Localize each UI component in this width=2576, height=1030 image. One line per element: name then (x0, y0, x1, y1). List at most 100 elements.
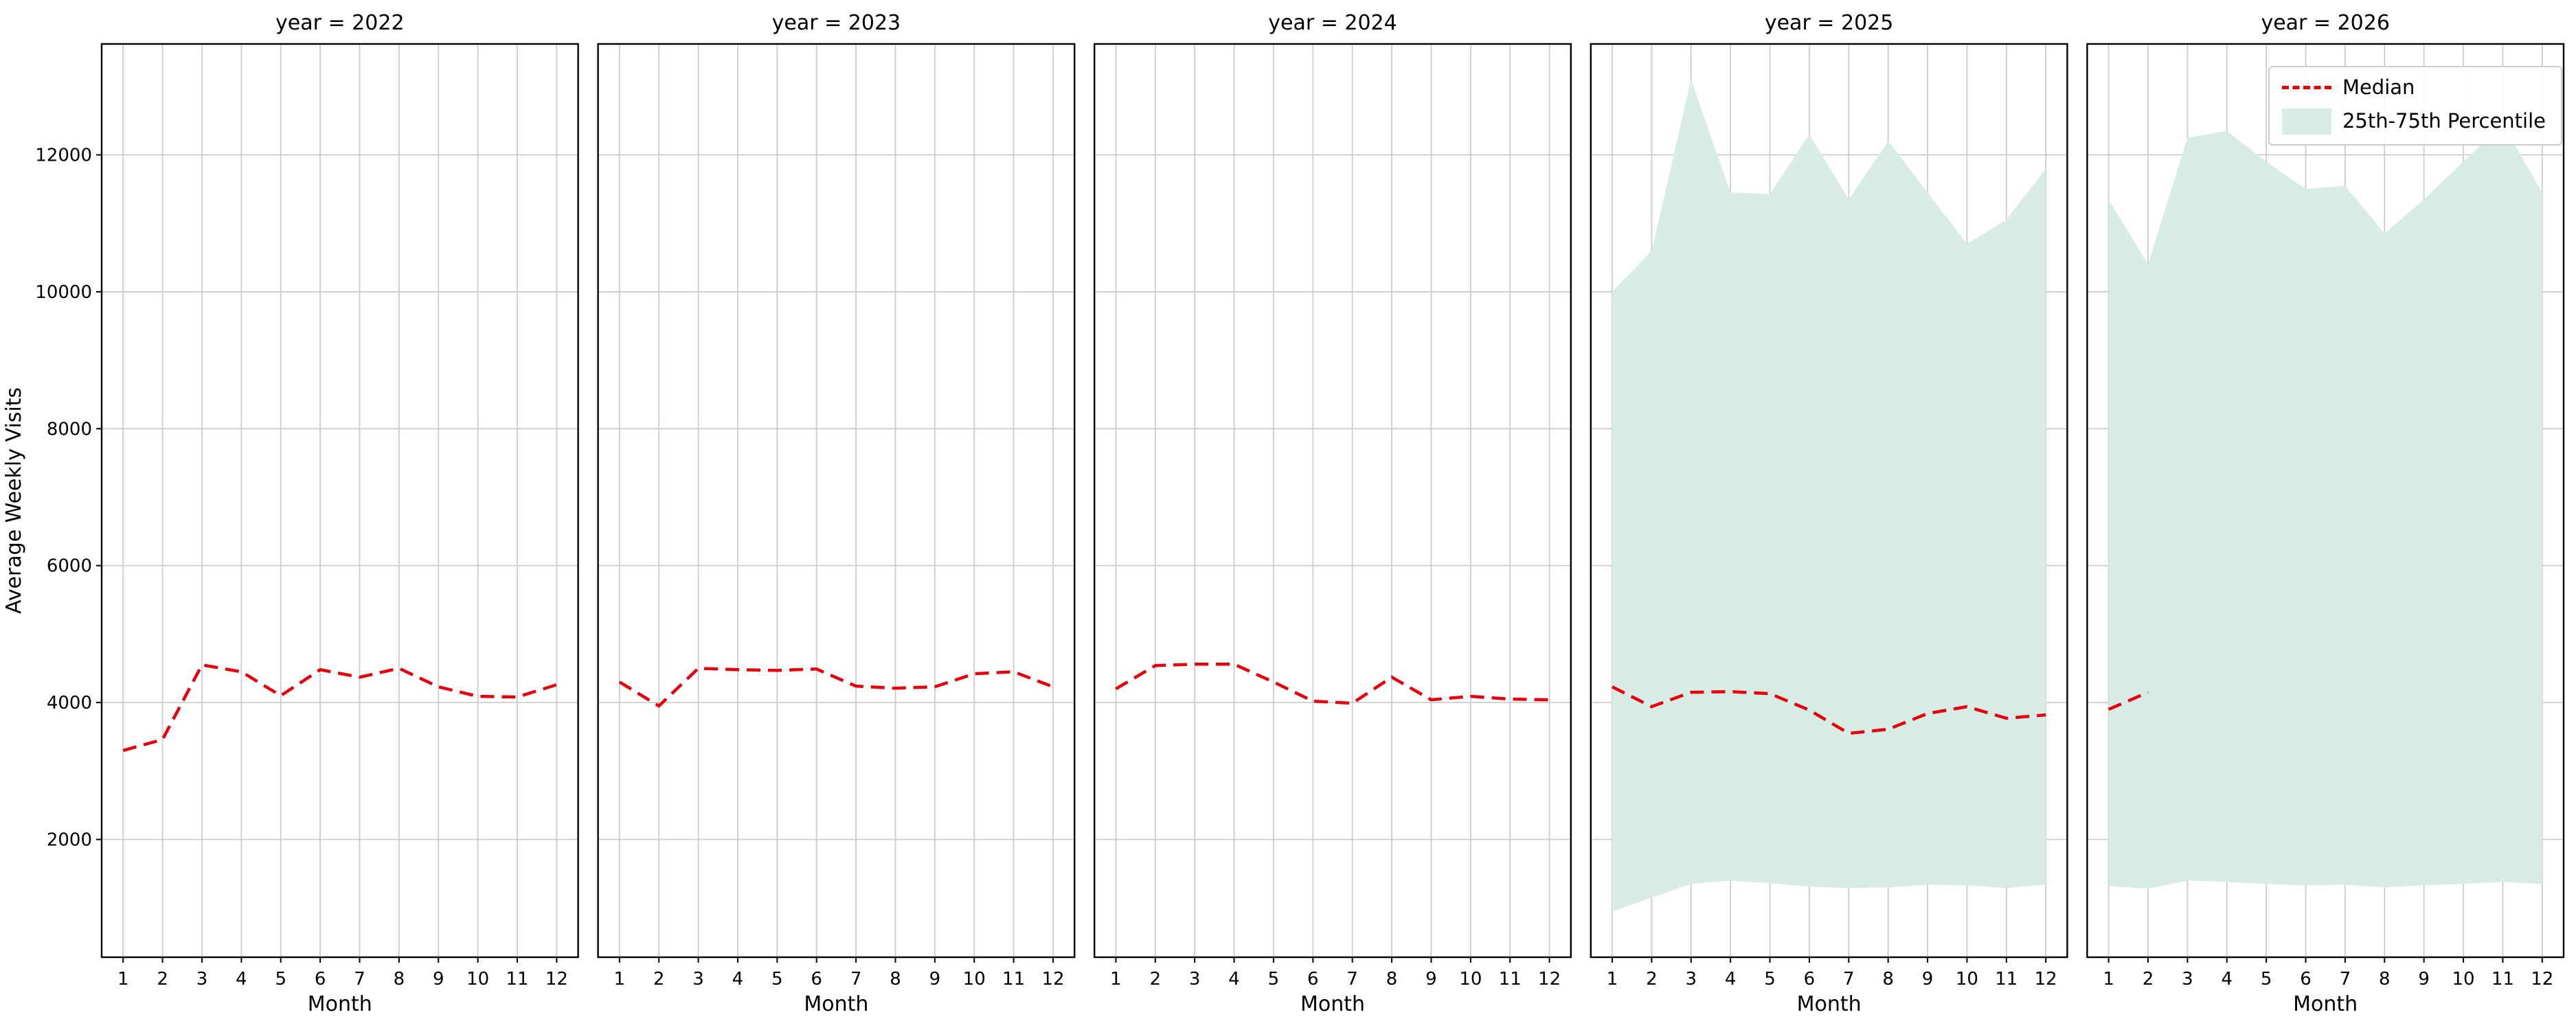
svg-text:4: 4 (1725, 969, 1737, 989)
svg-text:11: 11 (1002, 969, 1025, 989)
svg-text:10: 10 (963, 969, 986, 989)
legend: Median 25th-75th Percentile (2268, 66, 2562, 146)
svg-text:10000: 10000 (35, 282, 92, 303)
svg-text:4000: 4000 (47, 693, 92, 713)
median-line (1115, 663, 1550, 705)
legend-item-median: Median (2281, 76, 2546, 99)
svg-text:12: 12 (1041, 969, 1064, 989)
svg-text:1: 1 (1607, 969, 1618, 989)
svg-text:1: 1 (117, 969, 129, 989)
panel-spines (100, 43, 579, 959)
svg-text:11: 11 (506, 969, 528, 989)
svg-text:2: 2 (1646, 969, 1658, 989)
percentile-band (2108, 124, 2542, 889)
svg-text:5: 5 (1764, 969, 1776, 989)
legend-item-percentile: 25th-75th Percentile (2281, 108, 2546, 135)
x-tick-labels: 1 2 3 4 5 6 7 8 9 10 11 12 (2103, 957, 2553, 989)
svg-text:9: 9 (1922, 969, 1934, 989)
median-line-swatch (2281, 86, 2331, 90)
svg-text:6: 6 (1307, 969, 1319, 989)
y-axis-label: Average Weekly Visits (2, 387, 26, 614)
svg-text:2000: 2000 (47, 830, 92, 851)
svg-text:12: 12 (545, 969, 568, 989)
legend-label-median: Median (2342, 76, 2415, 99)
gridlines (102, 44, 578, 957)
gridlines (598, 44, 1075, 957)
svg-text:7: 7 (2340, 969, 2351, 989)
svg-text:10: 10 (1956, 969, 1978, 989)
svg-text:7: 7 (850, 969, 862, 989)
x-axis-label: Month (1300, 992, 1365, 1016)
svg-text:9: 9 (1425, 969, 1437, 989)
svg-text:5: 5 (2261, 969, 2272, 989)
svg-text:8: 8 (394, 969, 405, 989)
svg-text:3: 3 (2182, 969, 2193, 989)
svg-text:11: 11 (1995, 969, 2018, 989)
svg-text:5: 5 (771, 969, 783, 989)
svg-text:12000: 12000 (35, 146, 92, 166)
facet-title: year = 2026 (2261, 11, 2390, 35)
panel-spines (2086, 43, 2565, 959)
svg-text:2: 2 (2143, 969, 2154, 989)
svg-text:4: 4 (1228, 969, 1240, 989)
svg-text:1: 1 (1110, 969, 1122, 989)
svg-text:9: 9 (433, 969, 444, 989)
x-axis-label: Month (308, 992, 372, 1016)
svg-text:8: 8 (1386, 969, 1398, 989)
svg-text:7: 7 (1843, 969, 1855, 989)
svg-text:10: 10 (2452, 969, 2474, 989)
svg-text:2: 2 (157, 969, 168, 989)
svg-text:3: 3 (1189, 969, 1201, 989)
svg-text:7: 7 (1346, 969, 1358, 989)
svg-text:6: 6 (1804, 969, 1816, 989)
panel-spines (1093, 43, 1572, 959)
svg-text:2: 2 (653, 969, 665, 989)
x-axis-label: Month (2293, 992, 2358, 1016)
gridlines (1094, 44, 1571, 957)
svg-text:12: 12 (2035, 969, 2057, 989)
svg-text:3: 3 (692, 969, 704, 989)
svg-text:2: 2 (1150, 969, 1162, 989)
svg-text:10: 10 (466, 969, 489, 989)
svg-text:12: 12 (1538, 969, 1561, 989)
svg-text:11: 11 (1499, 969, 1522, 989)
svg-text:4: 4 (2221, 969, 2233, 989)
svg-text:8000: 8000 (47, 419, 92, 439)
svg-text:8: 8 (890, 969, 901, 989)
svg-text:12: 12 (2531, 969, 2553, 989)
x-tick-labels: 1 2 3 4 5 6 7 8 9 10 11 12 (117, 957, 568, 989)
panel-spines (597, 43, 1076, 959)
svg-text:6: 6 (811, 969, 822, 989)
svg-text:7: 7 (354, 969, 365, 989)
svg-text:9: 9 (929, 969, 941, 989)
svg-text:10: 10 (1459, 969, 1482, 989)
median-line (122, 663, 558, 753)
median-line (2108, 691, 2149, 711)
panel-spines (1590, 43, 2068, 959)
x-axis-label: Month (1797, 992, 1862, 1016)
x-tick-labels: 1 2 3 4 5 6 7 8 9 10 11 12 (1110, 957, 1561, 989)
svg-text:1: 1 (2103, 969, 2114, 989)
percentile-band (1612, 79, 2046, 912)
svg-text:8: 8 (2379, 969, 2391, 989)
svg-text:11: 11 (2492, 969, 2514, 989)
median-line (618, 667, 1054, 708)
svg-text:8: 8 (1882, 969, 1894, 989)
svg-text:6: 6 (315, 969, 326, 989)
svg-text:6: 6 (2300, 969, 2312, 989)
legend-label-percentile: 25th-75th Percentile (2342, 108, 2546, 133)
facet-title: year = 2025 (1765, 11, 1894, 35)
svg-text:1: 1 (614, 969, 626, 989)
facet-title: year = 2023 (772, 11, 901, 35)
svg-text:4: 4 (732, 969, 744, 989)
svg-text:5: 5 (1268, 969, 1280, 989)
svg-text:5: 5 (275, 969, 286, 989)
svg-text:3: 3 (196, 969, 208, 989)
facet-title: year = 2024 (1268, 11, 1397, 35)
